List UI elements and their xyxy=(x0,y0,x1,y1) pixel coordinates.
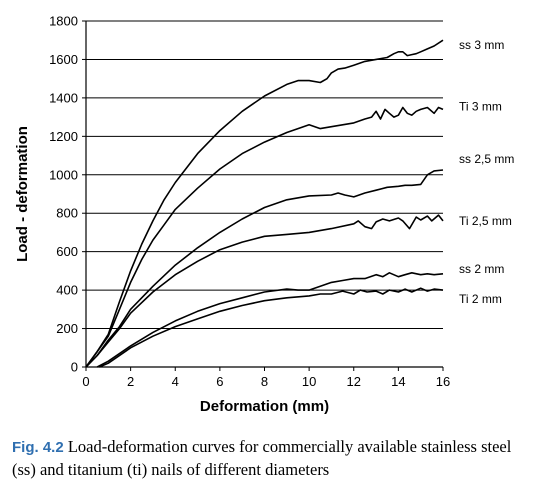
series-line-ss-2-mm xyxy=(96,272,444,368)
y-tick-label: 400 xyxy=(56,283,78,298)
tick-labels: 0 200 400 600 800 1000 1200 1400 1600 1800 0 2 4 6 8 10… xyxy=(49,14,450,390)
figure-caption: Fig. 4.2 Load-deformation curves for com… xyxy=(12,436,537,481)
x-tick-label: 0 xyxy=(82,374,89,389)
series-line-ss-2-5-mm xyxy=(85,169,444,368)
y-tick-label: 200 xyxy=(56,321,78,336)
x-tick-label: 16 xyxy=(436,374,450,389)
series-label-ti-2-mm: Ti 2 mm xyxy=(459,292,502,306)
y-tick-label: 1800 xyxy=(49,14,78,29)
curves xyxy=(85,39,444,368)
series-line-ss-3-mm xyxy=(85,39,444,368)
x-tick-label: 10 xyxy=(302,374,316,389)
y-axis-title: Load - deformation xyxy=(14,126,31,262)
load-deformation-chart: 0 200 400 600 800 1000 1200 1400 1600 1800 0 2 4 6 8 10… xyxy=(14,14,514,416)
axes xyxy=(82,20,444,371)
series-label-ss-2-5-mm: ss 2,5 mm xyxy=(459,152,514,166)
gridlines xyxy=(86,20,443,330)
x-axis-title: Deformation (mm) xyxy=(200,398,329,415)
x-tick-label: 14 xyxy=(391,374,405,389)
series-label-ti-2-5-mm: Ti 2,5 mm xyxy=(459,214,512,228)
x-tick-label: 12 xyxy=(347,374,361,389)
x-tick-label: 6 xyxy=(216,374,223,389)
y-tick-label: 600 xyxy=(56,244,78,259)
series-line-ti-2-5-mm xyxy=(85,214,444,368)
caption-text: Load-deformation curves for commercially… xyxy=(12,437,512,479)
x-tick-label: 2 xyxy=(127,374,134,389)
x-tick-label: 4 xyxy=(172,374,179,389)
y-tick-label: 0 xyxy=(71,360,78,375)
series-label-ss-3-mm: ss 3 mm xyxy=(459,38,504,52)
figure-label: Fig. 4.2 xyxy=(12,439,64,456)
y-tick-label: 1600 xyxy=(49,52,78,67)
y-tick-label: 1400 xyxy=(49,90,78,105)
series-line-ti-3-mm xyxy=(85,106,444,368)
y-tick-label: 800 xyxy=(56,206,78,221)
series-labels: ss 3 mm Ti 3 mm ss 2,5 mm Ti 2,5 mm ss 2 mm T… xyxy=(459,38,514,306)
x-tick-label: 8 xyxy=(261,374,268,389)
series-label-ti-3-mm: Ti 3 mm xyxy=(459,99,502,113)
y-tick-label: 1000 xyxy=(49,167,78,182)
series-line-ti-2-mm xyxy=(99,287,444,368)
series-label-ss-2-mm: ss 2 mm xyxy=(459,262,504,276)
y-tick-label: 1200 xyxy=(49,129,78,144)
